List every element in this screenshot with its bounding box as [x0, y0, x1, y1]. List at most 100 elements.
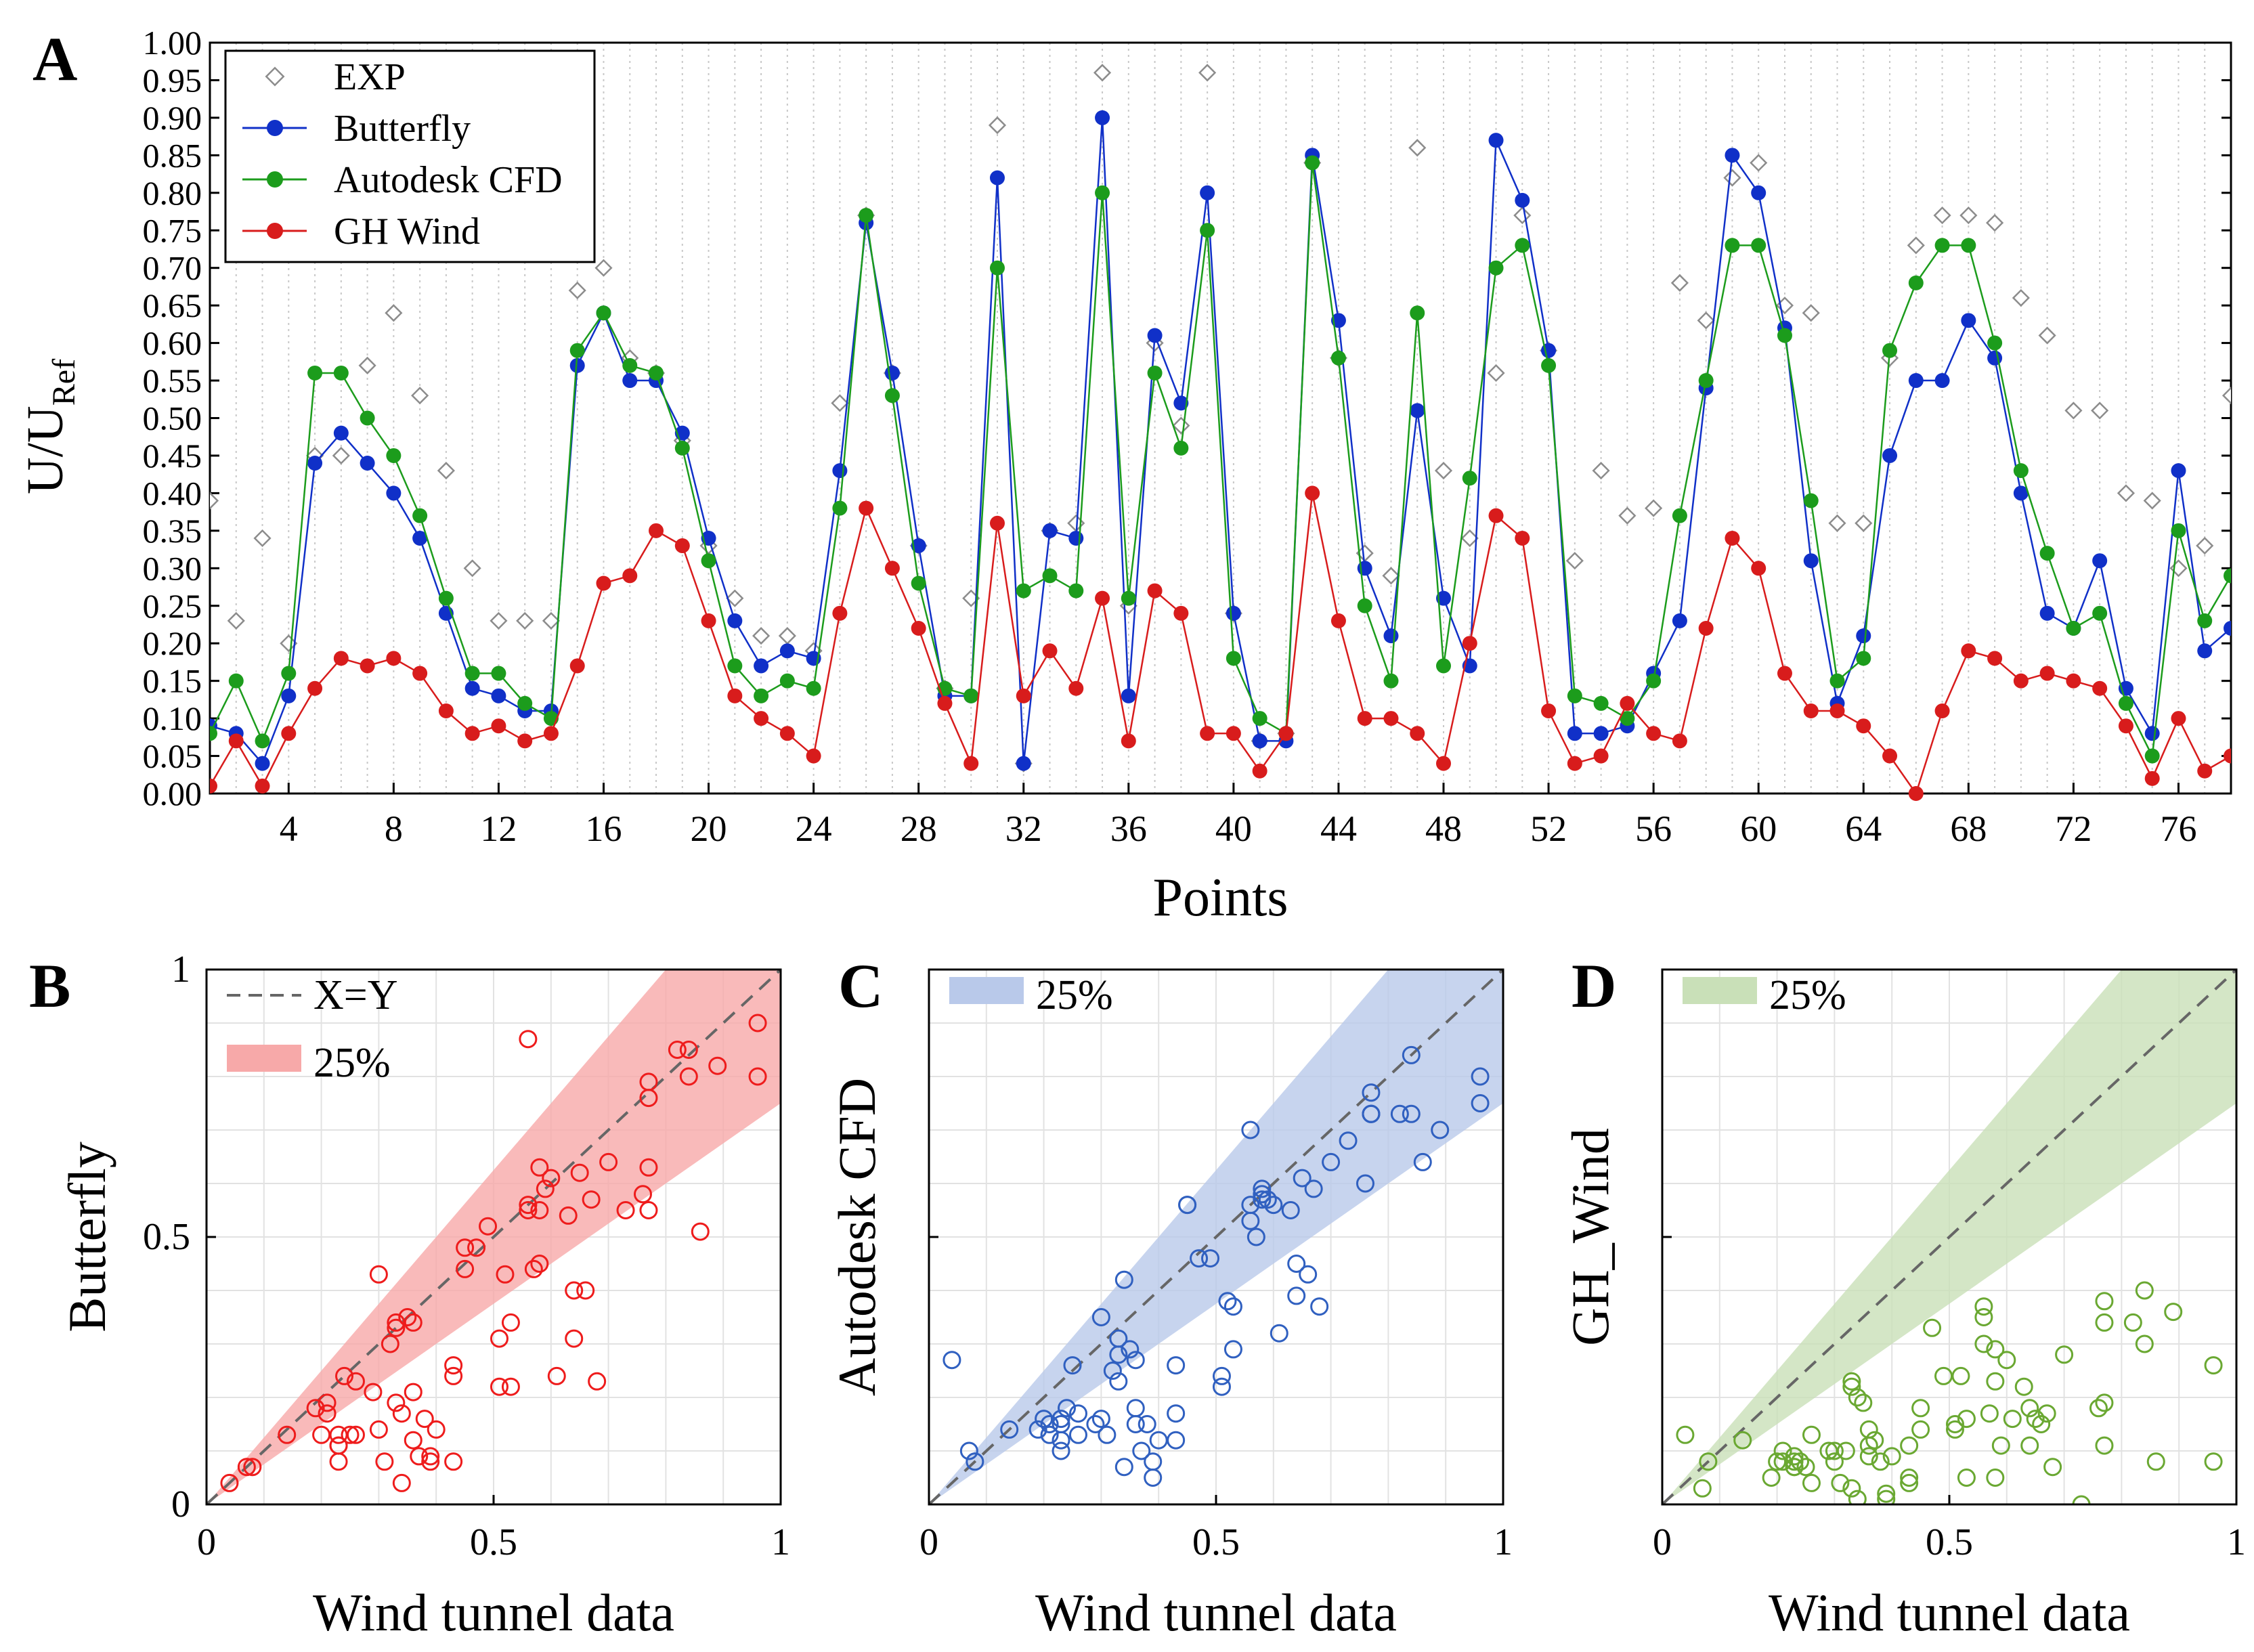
point-exp	[1408, 139, 1427, 157]
scatter-point	[1253, 1190, 1272, 1209]
scatter-point	[1773, 1441, 1792, 1460]
scatter-point	[2037, 1404, 2056, 1423]
point-gh-wind	[2013, 673, 2029, 689]
scatter-point	[1167, 1431, 1186, 1450]
point-autodesk-cfd	[228, 673, 244, 689]
point-autodesk-cfd	[1541, 357, 1557, 373]
scatter-point	[1945, 1420, 1964, 1439]
point-exp	[1565, 552, 1584, 570]
scatter-point	[1068, 1404, 1087, 1423]
scatter-point	[456, 1238, 475, 1257]
scatter-point	[582, 1190, 601, 1209]
point-butterfly	[2171, 463, 2186, 479]
point-gh-wind	[832, 605, 848, 621]
y-axis-title: GH_Wind	[1561, 1128, 1620, 1346]
point-gh-wind	[228, 733, 244, 749]
scatter-point	[364, 1383, 383, 1401]
point-exp	[437, 462, 455, 480]
point-butterfly	[1803, 553, 1819, 569]
panel-label-a: A	[32, 24, 77, 93]
y-tick-label: 0.15	[143, 662, 202, 700]
scatter-point	[410, 1447, 429, 1466]
scatter-point	[1945, 1415, 1964, 1433]
scatter-point	[1957, 1410, 1976, 1429]
scatter-point	[639, 1158, 658, 1177]
point-butterfly	[754, 658, 769, 674]
scatter-point	[1848, 1388, 1867, 1407]
point-butterfly	[1173, 395, 1189, 411]
scatter-point	[616, 1201, 635, 1219]
scatter-point	[1098, 1425, 1117, 1444]
scatter-point	[421, 1447, 440, 1466]
x-tick-label: 76	[2160, 808, 2196, 849]
y-axis-title: U/URef	[17, 359, 82, 494]
point-autodesk-cfd	[649, 365, 664, 381]
point-exp	[1356, 544, 1374, 563]
point-autodesk-cfd	[1698, 373, 1714, 389]
scatter-point	[1986, 1372, 2005, 1391]
scatter-point	[1413, 1152, 1432, 1171]
x-axis-title: Wind tunnel data	[1769, 1583, 2130, 1642]
point-butterfly	[1410, 403, 1425, 418]
point-exp	[280, 634, 298, 653]
point-gh-wind	[543, 726, 559, 741]
scatter-point	[524, 1259, 543, 1278]
point-exp	[1198, 64, 1217, 82]
y-tick-label: 0	[171, 1483, 190, 1525]
scatter-point	[1241, 1121, 1260, 1139]
x-tick-label: 64	[1845, 808, 1882, 849]
scatter-point	[1362, 1083, 1381, 1102]
scatter-point	[1052, 1441, 1070, 1460]
scatter-point	[444, 1452, 463, 1471]
scatter-point	[1247, 1227, 1265, 1246]
point-autodesk-cfd	[1016, 583, 1031, 599]
scatter-point	[748, 1067, 767, 1086]
point-butterfly	[1016, 756, 1031, 771]
point-gh-wind	[596, 575, 611, 591]
y-tick-label: 0.55	[143, 362, 202, 399]
scatter-point	[329, 1452, 348, 1471]
scatter-point	[1028, 1420, 1047, 1439]
scatter-point	[1212, 1366, 1231, 1385]
point-autodesk-cfd	[2118, 695, 2133, 711]
point-butterfly	[307, 456, 323, 471]
point-exp	[2196, 536, 2214, 555]
point-butterfly	[569, 357, 585, 373]
scatter-point	[1859, 1436, 1878, 1455]
point-exp	[516, 611, 534, 630]
point-gh-wind	[1278, 726, 1294, 741]
scatter-point	[496, 1265, 515, 1284]
point-exp	[1670, 274, 1689, 292]
panel-b: 0 0.5 1 0 0.5 1 Wind tunnel data Butterfly B X=Y 2…	[29, 949, 790, 1642]
scatter-point	[565, 1281, 584, 1300]
scatter-point	[1831, 1473, 1850, 1492]
point-gh-wind	[1383, 711, 1399, 726]
point-exp	[1907, 236, 1925, 255]
point-exp	[227, 611, 245, 630]
scatter-point	[530, 1255, 549, 1273]
point-autodesk-cfd	[1567, 688, 1582, 703]
point-autodesk-cfd	[1383, 673, 1399, 689]
scatter-point	[381, 1334, 399, 1353]
point-autodesk-cfd	[1200, 223, 1215, 238]
legend-band-swatch	[227, 1045, 301, 1072]
scatter-point	[1390, 1104, 1409, 1123]
point-exp	[1592, 462, 1610, 480]
point-butterfly	[412, 530, 428, 546]
scatter-point	[467, 1238, 486, 1257]
point-gh-wind	[1620, 695, 1635, 711]
scatter-point	[547, 1366, 566, 1385]
scatter-point	[2020, 1399, 2039, 1418]
point-butterfly	[2197, 643, 2213, 659]
x-tick-label: 68	[1950, 808, 1987, 849]
scatter-point	[1281, 1201, 1300, 1219]
y-tick-label: 0.50	[143, 399, 202, 437]
scatter-point	[1974, 1308, 1993, 1326]
scatter-point	[1974, 1334, 1993, 1353]
point-gh-wind	[859, 500, 874, 516]
scatter-point	[404, 1383, 422, 1401]
point-gh-wind	[1541, 703, 1557, 719]
x-tick-label: 36	[1110, 808, 1147, 849]
point-butterfly	[2144, 726, 2160, 741]
legend-marker-butterfly	[267, 120, 283, 136]
